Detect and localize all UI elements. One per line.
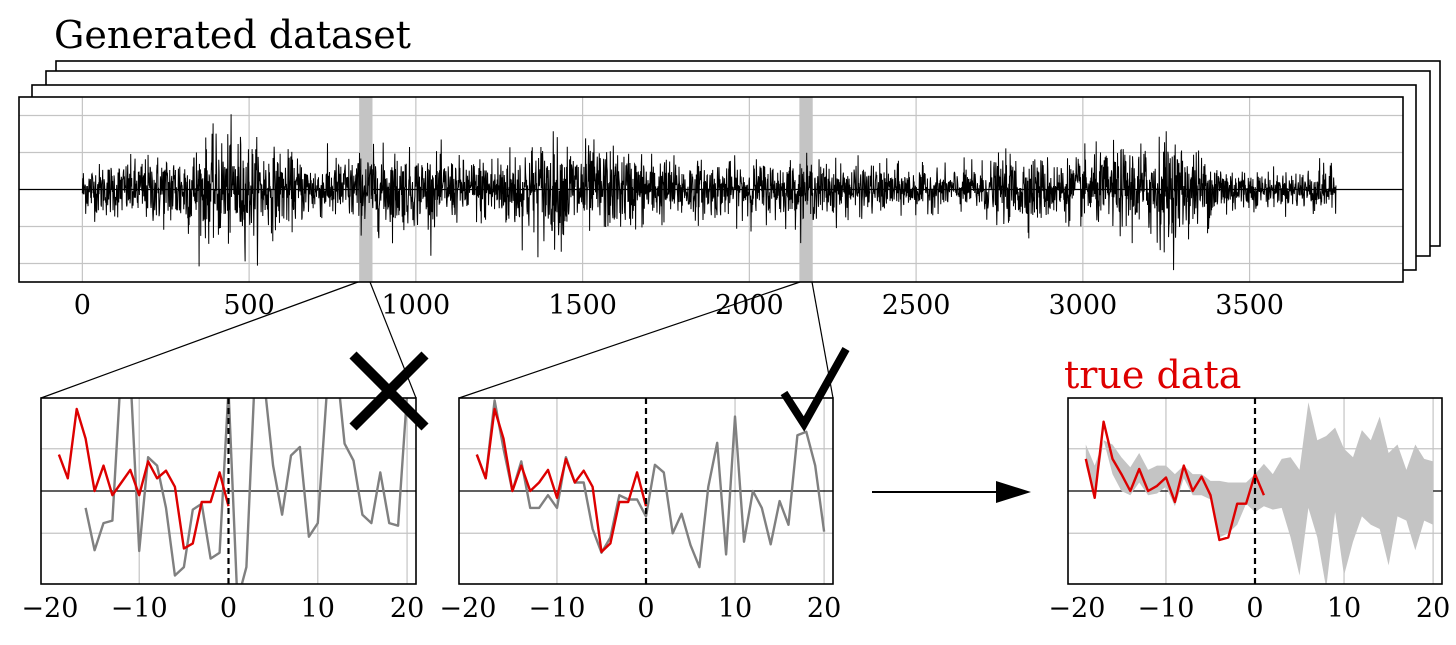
x-tick-label: 2000 (715, 290, 784, 321)
zoom-connector-left (40, 281, 359, 399)
plot-frame (18, 96, 1404, 283)
x-tick-label: 500 (223, 290, 275, 321)
x-tick-label: 10 (1327, 593, 1361, 624)
uncertainty-band (1085, 402, 1434, 584)
x-tick-label: −10 (528, 593, 585, 624)
generated-series-line (81, 114, 1337, 271)
check-icon (780, 347, 850, 432)
x-tick-label: −20 (21, 593, 78, 624)
plot-frame (458, 397, 834, 585)
x-tick-label: 20 (1416, 593, 1450, 624)
accepted-window-plot: −20 −10 0 10 20 (439, 397, 841, 624)
generated-series-plot: 0 500 1000 1500 2000 2500 3000 3500 (18, 96, 1404, 321)
cross-icon (349, 351, 429, 431)
true-data-label: true data (1064, 353, 1241, 397)
arrow-icon (872, 481, 1031, 503)
x-tick-label: 0 (220, 593, 237, 624)
plot-body (459, 398, 833, 584)
true-data-line (475, 407, 648, 554)
x-tick-label: −10 (111, 593, 168, 624)
generated-sample-line (475, 399, 826, 569)
zoom-connector-right (458, 281, 801, 399)
rejected-window-plot: −20 −10 0 10 20 (21, 397, 424, 624)
diagram-title: Generated dataset (54, 13, 411, 57)
x-tick-label: −10 (1137, 593, 1194, 624)
x-axis-ticks: 0 500 1000 1500 2000 2500 3000 3500 (74, 290, 1284, 321)
x-tick-label: −20 (1048, 593, 1105, 624)
x-tick-label: 3500 (1215, 290, 1284, 321)
x-tick-label: −20 (439, 593, 496, 624)
x-tick-label: 2500 (882, 290, 951, 321)
true-data-line (1084, 420, 1266, 542)
x-tick-label: 20 (807, 593, 841, 624)
x-tick-label: 20 (390, 593, 424, 624)
generated-sample-line (84, 398, 409, 584)
x-tick-label: 0 (74, 290, 91, 321)
x-tick-label: 0 (1246, 593, 1263, 624)
true-data-line (57, 407, 230, 550)
plot-body (1068, 398, 1442, 584)
prediction-window-plot: −20 −10 0 10 20 (1048, 397, 1450, 624)
plot-frame (1067, 397, 1443, 585)
x-tick-label: 10 (718, 593, 752, 624)
plot-frame (40, 397, 417, 585)
x-tick-label: 0 (637, 593, 654, 624)
x-tick-label: 10 (301, 593, 335, 624)
x-tick-label: 1500 (548, 290, 617, 321)
x-tick-label: 1000 (381, 290, 450, 321)
plot-body (41, 398, 416, 584)
x-tick-label: 3000 (1048, 290, 1117, 321)
